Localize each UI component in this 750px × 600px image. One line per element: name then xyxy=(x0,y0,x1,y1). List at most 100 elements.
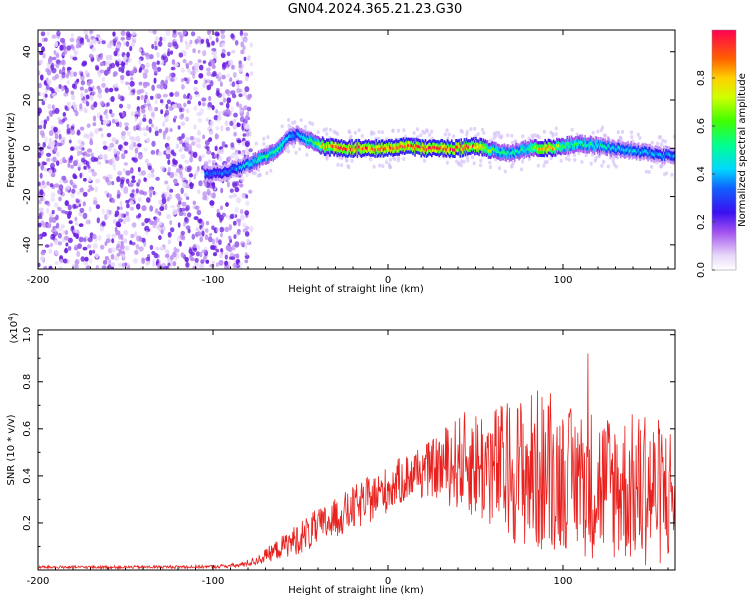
ridge-cell xyxy=(273,147,276,151)
ridge-cell xyxy=(231,169,234,173)
ridge-cell xyxy=(339,146,342,150)
ridge-cell xyxy=(592,147,595,151)
noise-speckle xyxy=(106,66,111,72)
ridge-cell xyxy=(319,148,322,152)
noise-speckle xyxy=(82,191,88,197)
ridge-cell xyxy=(205,179,207,183)
ridge-cell xyxy=(237,158,240,162)
noise-speckle xyxy=(50,192,56,199)
noise-speckle xyxy=(176,103,182,109)
ridge-cell xyxy=(341,150,344,155)
ridge-cell xyxy=(208,176,210,180)
ridge-cell xyxy=(364,142,367,146)
ridge-cell xyxy=(232,173,235,177)
ridge-cell xyxy=(628,147,630,151)
ridge-cell xyxy=(286,143,288,147)
noise-speckle xyxy=(104,256,109,261)
ridge-cell xyxy=(475,140,477,144)
ridge-cell xyxy=(536,146,538,150)
ridge-cell xyxy=(283,135,285,139)
noise-speckle xyxy=(115,44,121,49)
ridge-cell xyxy=(590,148,593,152)
noise-speckle xyxy=(39,189,44,196)
ridge-cell xyxy=(528,145,531,149)
ridge-cell xyxy=(208,167,210,171)
ridge-cell xyxy=(389,151,391,155)
ridge-cell xyxy=(616,142,619,147)
ridge-cell xyxy=(451,148,453,152)
ridge-cell xyxy=(626,151,628,155)
ridge-cell xyxy=(253,160,256,164)
ridge-cell xyxy=(210,166,213,170)
noise-speckle xyxy=(69,179,74,186)
ridge-cell xyxy=(218,168,221,172)
ridge-cell xyxy=(564,142,566,146)
ridge-cell xyxy=(601,145,603,149)
ridge-cell xyxy=(650,155,653,159)
noise-speckle xyxy=(76,129,81,136)
ridge-cell xyxy=(524,152,527,156)
noise-speckle xyxy=(159,36,163,42)
ridge-cell xyxy=(642,143,644,147)
ridge-cell xyxy=(501,156,503,160)
noise-speckle xyxy=(51,140,56,146)
noise-speckle xyxy=(117,170,123,176)
ridge-cell xyxy=(424,142,427,146)
halo-speckle xyxy=(445,128,449,133)
ridge-cell xyxy=(550,143,553,147)
noise-speckle xyxy=(85,94,90,100)
ridge-cell xyxy=(573,137,576,141)
noise-speckle xyxy=(44,244,50,248)
snr-frame xyxy=(37,329,676,571)
ridge-cell xyxy=(593,139,596,143)
noise-speckle xyxy=(170,50,173,55)
ridge-cell xyxy=(446,145,449,149)
ridge-cell xyxy=(426,144,429,148)
ridge-cell xyxy=(532,144,535,148)
ridge-cell xyxy=(578,139,580,143)
ridge-cell xyxy=(665,154,667,159)
noise-speckle xyxy=(76,38,80,44)
halo-speckle xyxy=(503,169,507,174)
ridge-cell xyxy=(548,151,551,155)
ridge-cell xyxy=(352,151,354,155)
ridge-cell xyxy=(483,149,486,154)
noise-speckle xyxy=(209,200,215,206)
ridge-cell xyxy=(397,142,399,146)
ridge-cell xyxy=(357,148,360,152)
ridge-cell xyxy=(265,158,267,162)
halo-speckle xyxy=(257,167,261,172)
ridge-cell xyxy=(371,143,373,147)
ridge-cell xyxy=(300,134,303,138)
ridge-cell xyxy=(216,176,219,180)
ridge-cell xyxy=(461,154,464,158)
ridge-cell xyxy=(386,141,389,145)
ridge-cell xyxy=(496,146,498,150)
ridge-cell xyxy=(221,178,223,182)
ridge-cell xyxy=(462,144,465,148)
ridge-cell xyxy=(420,151,423,155)
noise-speckle xyxy=(230,142,235,148)
noise-speckle xyxy=(218,71,222,79)
ridge-cell xyxy=(512,144,515,148)
ridge-cell xyxy=(457,143,459,147)
noise-speckle xyxy=(48,216,53,223)
noise-speckle xyxy=(130,70,136,74)
ridge-cell xyxy=(298,134,301,138)
ridge-cell xyxy=(486,140,489,144)
noise-speckle xyxy=(167,171,171,176)
noise-speckle xyxy=(143,177,147,182)
ridge-cell xyxy=(432,142,434,146)
noise-speckle xyxy=(145,62,150,68)
halo-speckle xyxy=(447,132,451,137)
ridge-cell xyxy=(643,150,645,154)
ridge-cell xyxy=(624,152,626,156)
ridge-cell xyxy=(313,141,315,145)
noise-speckle xyxy=(185,225,191,230)
noise-speckle xyxy=(165,30,171,37)
ridge-cell xyxy=(223,167,225,172)
ridge-cell xyxy=(624,143,626,147)
ridge-cell xyxy=(496,152,498,157)
ridge-cell xyxy=(605,143,607,147)
ridge-cell xyxy=(382,154,385,158)
